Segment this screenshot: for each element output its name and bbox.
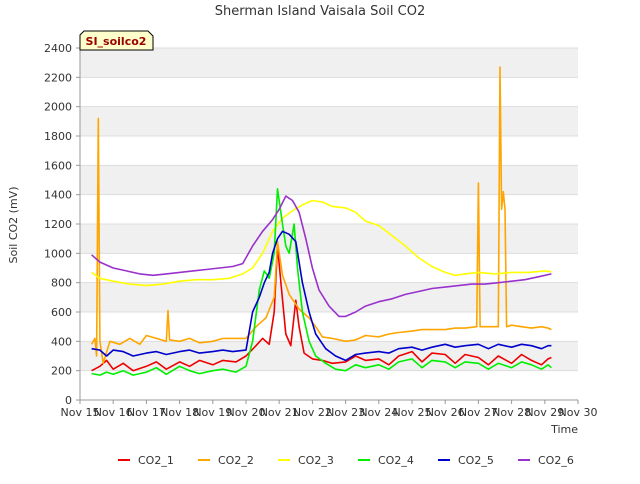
legend: CO2_1 CO2_2 CO2_3 CO2_4 CO2_5 CO2_6 — [118, 454, 574, 467]
x-tick-label: Nov 22 — [293, 406, 332, 419]
x-tick-label: Nov 17 — [127, 406, 166, 419]
series-line-co2_2 — [90, 66, 552, 365]
plot-band — [80, 282, 578, 312]
badge: SI_soilco2 — [79, 30, 154, 51]
legend-label-co2_2: CO2_2 — [218, 454, 254, 467]
series-line-co2_5 — [91, 230, 552, 362]
y-axis-label: Soil CO2 (mV) — [7, 187, 20, 264]
badge-label: SI_soilco2 — [86, 35, 147, 48]
y-tick-label: 1400 — [44, 189, 72, 202]
x-tick-label: Nov 30 — [559, 406, 598, 419]
legend-label-co2_5: CO2_5 — [458, 454, 494, 467]
x-tick-label: Nov 26 — [426, 406, 465, 419]
x-tick-label: Nov 21 — [260, 406, 299, 419]
y-tick-label: 1000 — [44, 247, 72, 260]
x-axis-label: Time — [550, 423, 578, 436]
x-tick-label: Nov 28 — [492, 406, 531, 419]
x-tick-label: Nov 16 — [94, 406, 133, 419]
x-tick-label: Nov 29 — [525, 406, 564, 419]
y-tick-label: 1600 — [44, 159, 72, 172]
series-line-co2_4 — [91, 188, 552, 376]
badge-box — [79, 30, 154, 51]
y-tick-label: 800 — [51, 277, 72, 290]
plot-band — [80, 48, 578, 78]
plot-band — [80, 224, 578, 254]
series-line-co2_1 — [91, 245, 552, 372]
x-tick-label: Nov 24 — [359, 406, 398, 419]
y-tick-label: 600 — [51, 306, 72, 319]
y-tick-label: 1800 — [44, 130, 72, 143]
x-tick-label: Nov 23 — [326, 406, 365, 419]
x-tick-label: Nov 18 — [160, 406, 199, 419]
x-tick-label: Nov 27 — [459, 406, 498, 419]
chart-title: Sherman Island Vaisala Soil CO2 — [215, 4, 425, 19]
y-tick-label: 1200 — [44, 218, 72, 231]
x-tick-label: Nov 19 — [193, 406, 232, 419]
y-tick-label: 2400 — [44, 42, 72, 55]
x-tick-label: Nov 25 — [393, 406, 432, 419]
legend-label-co2_4: CO2_4 — [378, 454, 414, 467]
legend-label-co2_3: CO2_3 — [298, 454, 334, 467]
y-tick-label: 2000 — [44, 101, 72, 114]
x-tick-label: Nov 20 — [227, 406, 266, 419]
legend-label-co2_6: CO2_6 — [538, 454, 574, 467]
series-line-co2_3 — [91, 199, 552, 287]
y-tick-label: 400 — [51, 335, 72, 348]
y-tick-label: 0 — [65, 394, 72, 407]
x-tick-label: Nov 15 — [61, 406, 100, 419]
plot-band — [80, 106, 578, 136]
series-line-co2_6 — [91, 195, 552, 318]
plot-band — [80, 165, 578, 195]
y-tick-label: 2200 — [44, 71, 72, 84]
legend-label-co2_1: CO2_1 — [138, 454, 174, 467]
y-axis: 0 200 400 600 800 1000 1200 1400 1600 1800 2000 220… — [44, 42, 81, 407]
y-tick-label: 200 — [51, 365, 72, 378]
series-lines — [90, 66, 552, 376]
